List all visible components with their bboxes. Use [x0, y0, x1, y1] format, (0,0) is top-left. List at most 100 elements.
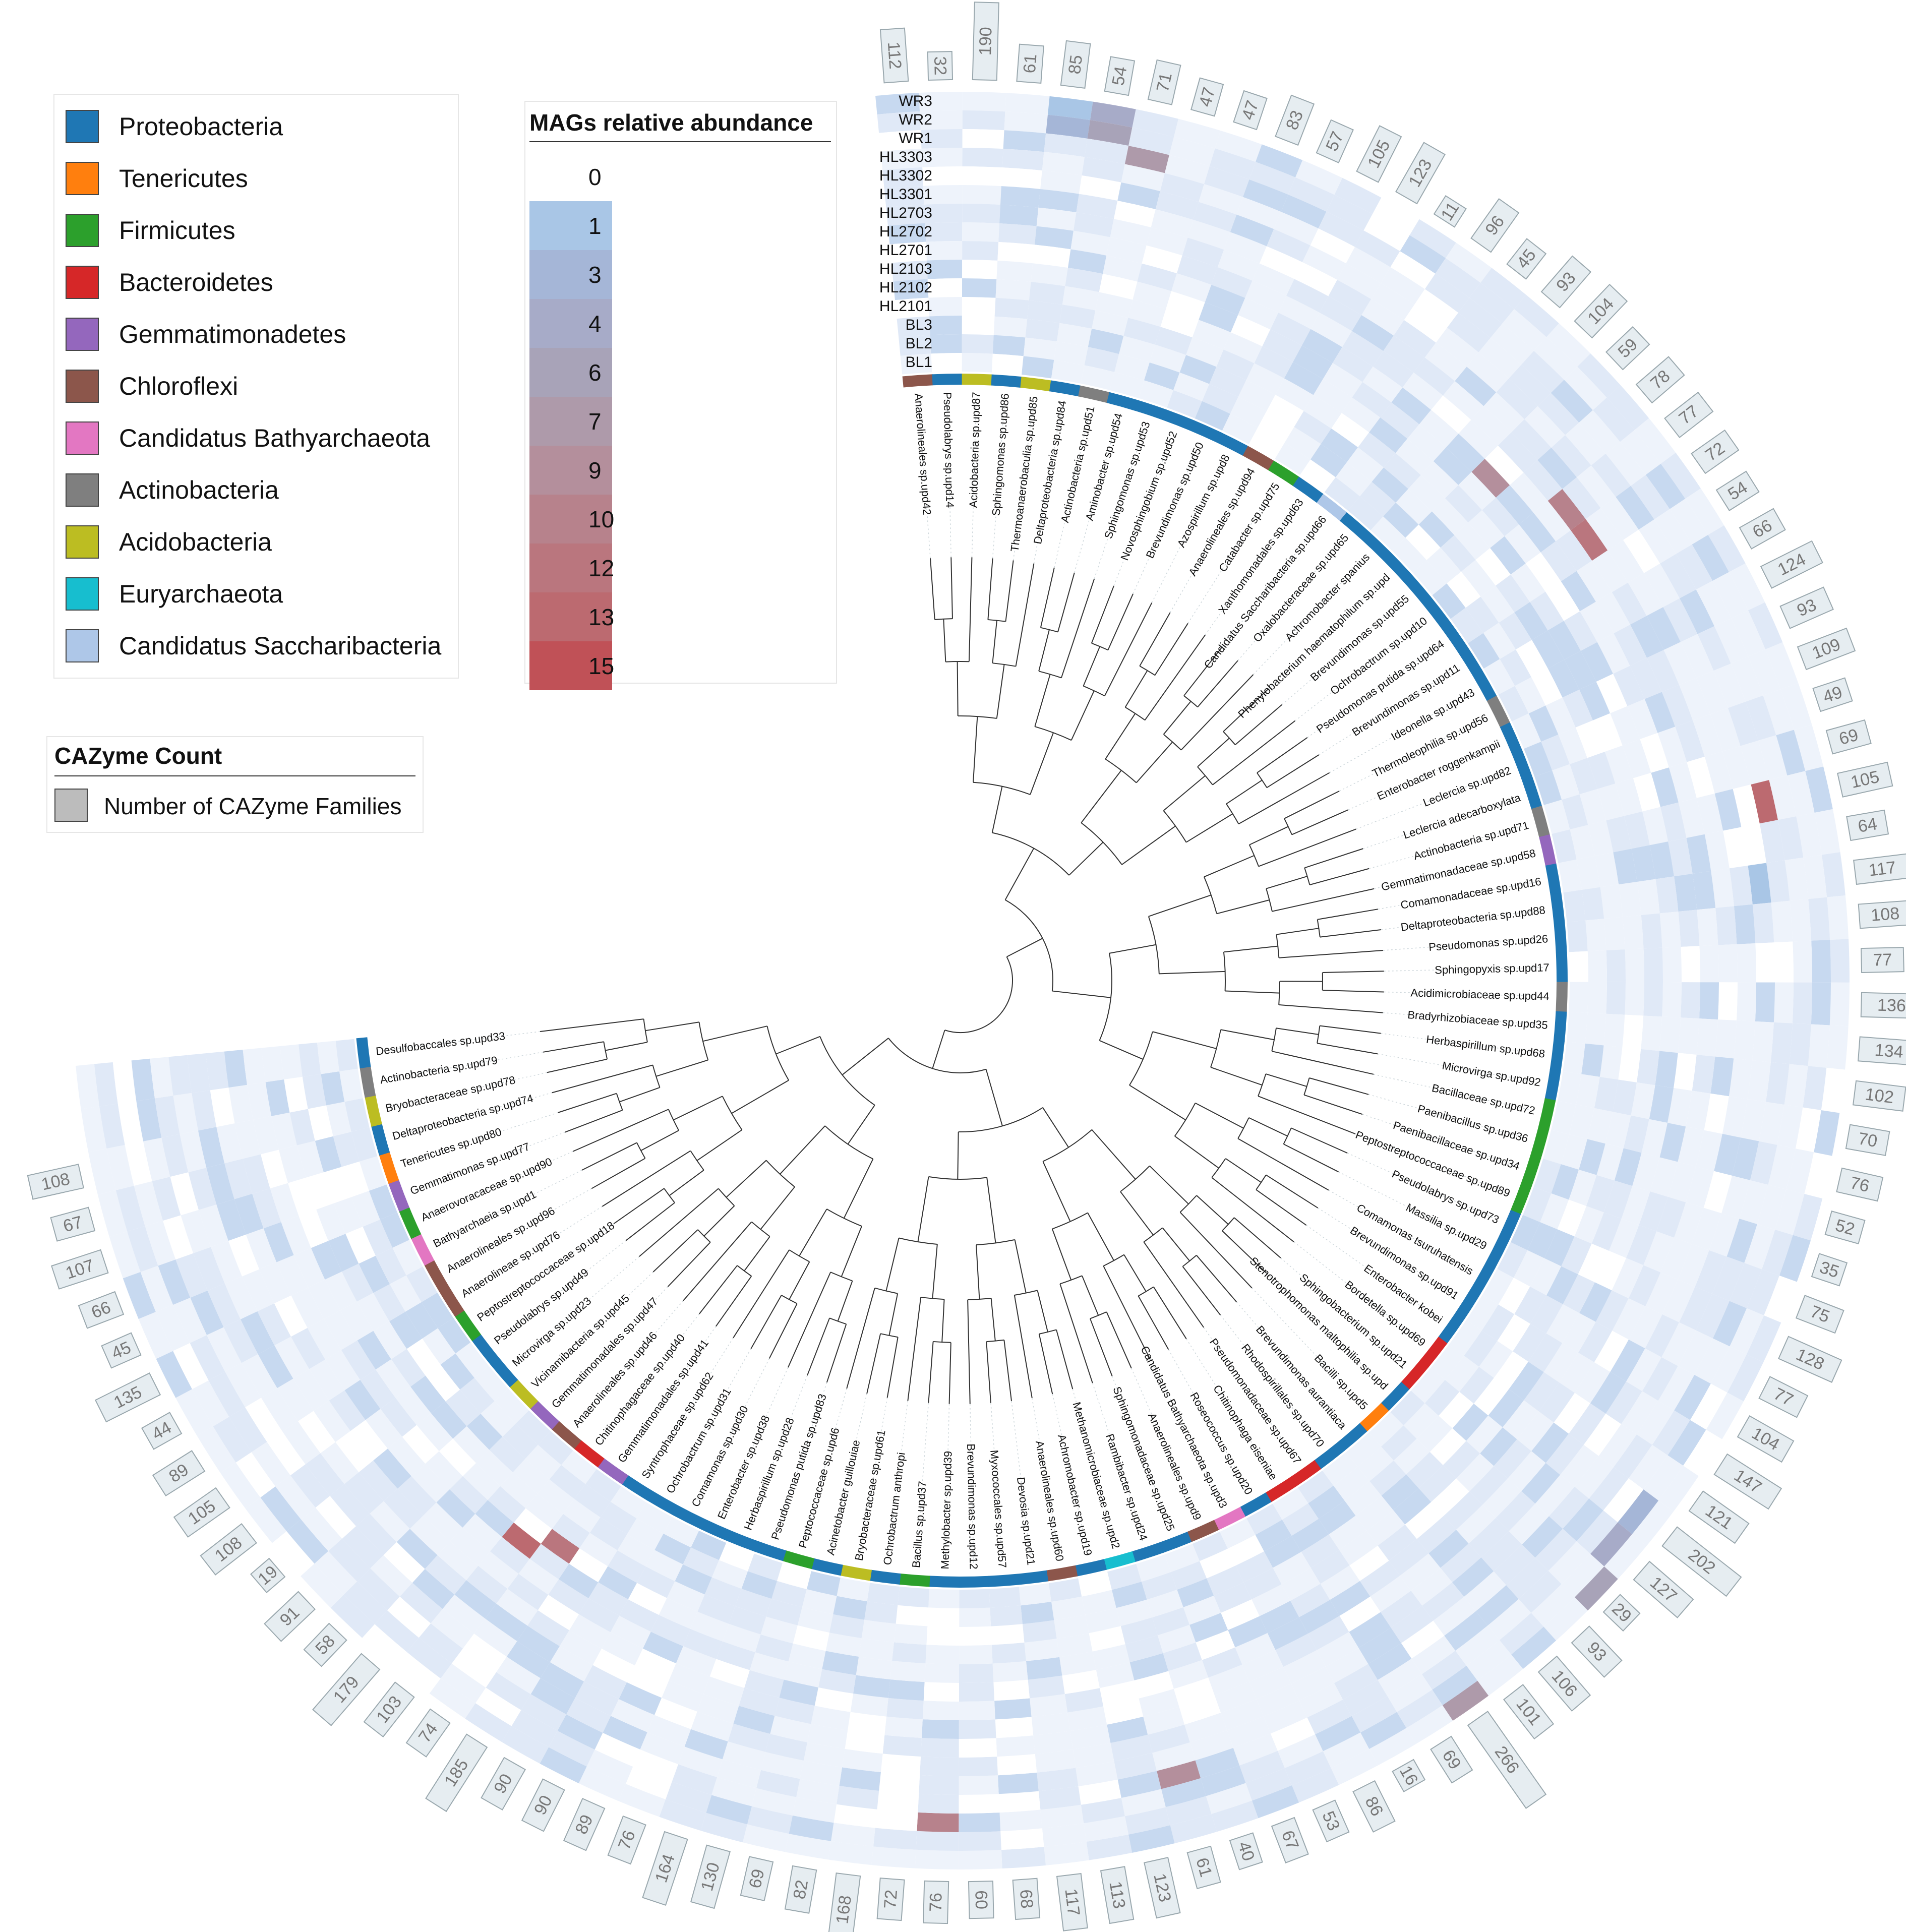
heatmap-cell	[1543, 800, 1570, 834]
heatmap-cell	[1329, 1516, 1367, 1550]
heatmap-cell	[502, 1726, 549, 1764]
heatmap-cell	[1242, 179, 1288, 212]
heatmap-cell	[1633, 772, 1660, 812]
heatmap-cell	[1022, 356, 1054, 379]
cazyme-bar-group: 54	[1715, 470, 1760, 511]
heatmap-cell	[584, 1665, 627, 1700]
heatmap-cell	[1183, 1595, 1221, 1625]
heatmap-cell	[1310, 228, 1355, 264]
heatmap-cell	[281, 1216, 311, 1255]
cazyme-bar-group: 77	[1758, 1376, 1809, 1418]
heatmap-cell	[402, 1425, 439, 1464]
heatmap-cell	[1757, 1184, 1786, 1230]
heatmap-cell	[1170, 1814, 1217, 1844]
heatmap-cell	[1176, 255, 1218, 285]
heatmap-cell	[513, 1508, 552, 1544]
heatmap-cell	[1446, 243, 1492, 283]
heatmap-cell	[1703, 1171, 1732, 1214]
heatmap-cell	[206, 1163, 234, 1205]
heatmap-cell	[675, 1564, 712, 1595]
sample-label: BL3	[906, 317, 932, 333]
heatmap-cell	[1214, 1582, 1252, 1613]
cazyme-bar-group: 105	[1837, 761, 1893, 798]
heatmap-cell	[1597, 633, 1630, 674]
tree-branch	[1283, 1143, 1339, 1173]
heatmap-cell	[1622, 1014, 1644, 1049]
heatmap-cell	[900, 353, 932, 375]
heatmap-cell	[1272, 1487, 1308, 1520]
tree-leader	[1113, 436, 1172, 586]
cazyme-bar-group: 105	[1356, 125, 1402, 183]
heatmap-cell	[989, 1587, 1021, 1608]
tree-leader	[1384, 991, 1544, 997]
abundance-scale-tick: 0	[588, 164, 602, 190]
heatmap-cell	[1372, 197, 1419, 235]
heatmap-cell	[290, 1464, 330, 1508]
heatmap-cell	[88, 1149, 116, 1195]
heatmap-cell	[1473, 1378, 1509, 1416]
tree-branch	[1223, 945, 1278, 953]
heatmap-cell	[592, 1648, 635, 1682]
heatmap-cell	[370, 1501, 410, 1542]
heatmap-cell	[1488, 1389, 1524, 1428]
heatmap-cell	[1346, 247, 1391, 283]
cazyme-bar-group: 96	[1470, 198, 1520, 253]
heatmap-cell	[437, 1541, 479, 1581]
phylum-segment	[899, 1573, 930, 1587]
sample-label: WR3	[899, 93, 932, 109]
heatmap-cell	[825, 1633, 862, 1657]
heatmap-cell	[276, 1255, 308, 1296]
heatmap-cell	[1784, 1064, 1808, 1108]
heatmap-cell	[1326, 195, 1373, 231]
heatmap-cell	[962, 316, 995, 335]
heatmap-cell	[1263, 1700, 1307, 1734]
cazyme-bar-group: 112	[879, 27, 909, 84]
heatmap-cell	[1730, 1308, 1764, 1355]
heatmap-cell	[588, 1582, 628, 1616]
cazyme-bar	[1104, 56, 1136, 96]
cazyme-bar-group: 53	[1312, 1799, 1350, 1843]
heatmap-cell	[1335, 462, 1372, 497]
tree-leader	[385, 1052, 544, 1080]
heatmap-cell	[1613, 1079, 1637, 1116]
heatmap-cell	[190, 1335, 225, 1380]
abundance-scale-block	[529, 641, 612, 690]
heatmap-cell	[1177, 1578, 1214, 1607]
heatmap-cell	[1195, 401, 1230, 431]
heatmap-cell	[959, 1775, 999, 1795]
tree-branch	[1304, 848, 1363, 869]
heatmap-cell	[600, 1501, 637, 1535]
heatmap-cell	[1469, 282, 1514, 324]
heatmap-cell	[1134, 1671, 1174, 1699]
heatmap-cell	[962, 92, 1006, 112]
heatmap-cell	[267, 1431, 306, 1476]
heatmap-cell	[1117, 182, 1160, 210]
heatmap-cell	[1514, 1286, 1546, 1324]
heatmap-cell	[192, 1380, 229, 1427]
heatmap-cell	[1456, 1504, 1496, 1544]
cazyme-bar	[1316, 119, 1354, 163]
heatmap-cell	[1207, 1565, 1244, 1596]
heatmap-cell	[344, 1379, 381, 1420]
heatmap-cell	[193, 1247, 225, 1291]
heatmap-cell	[1324, 477, 1360, 511]
heatmap-cell	[1641, 1015, 1662, 1051]
heatmap-cell	[291, 1327, 326, 1369]
heatmap-cell	[867, 1583, 900, 1605]
heatmap-cell	[1468, 1518, 1509, 1558]
heatmap-cell	[517, 1625, 560, 1662]
cazyme-bar	[1229, 1832, 1263, 1870]
heatmap-cell	[1563, 1042, 1585, 1074]
heatmap-cell	[1686, 1166, 1714, 1208]
heatmap-cell	[1445, 485, 1482, 523]
heatmap-cell	[274, 1295, 308, 1337]
tree-branch	[1322, 971, 1384, 973]
heatmap-cell	[1747, 1060, 1771, 1102]
tree-branch	[1068, 841, 1104, 876]
tree-arc	[636, 1142, 646, 1159]
heatmap-cell	[1598, 1424, 1637, 1467]
heatmap-cell	[1733, 784, 1760, 827]
heatmap-cell	[1645, 463, 1686, 509]
heatmap-cell	[733, 1706, 775, 1734]
tree-arc	[921, 1297, 944, 1300]
